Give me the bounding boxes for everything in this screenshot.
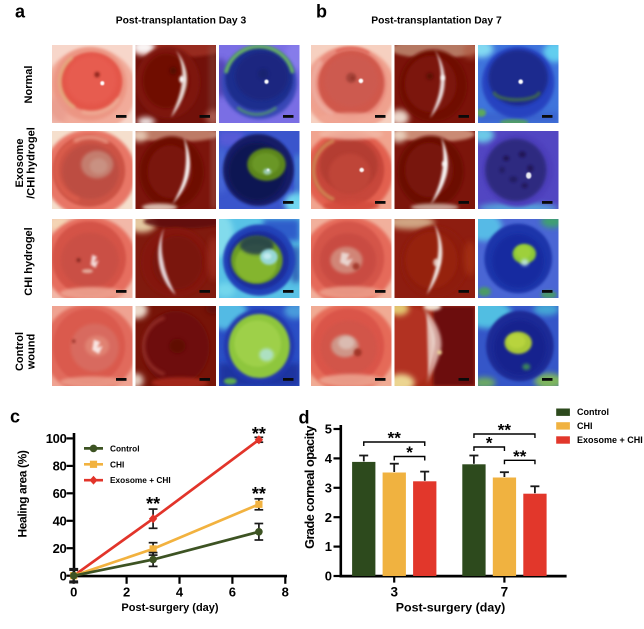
svg-text:3: 3 xyxy=(325,480,332,495)
svg-text:**: ** xyxy=(252,424,266,444)
svg-text:3: 3 xyxy=(390,585,398,600)
svg-text:CHI: CHI xyxy=(110,459,124,469)
svg-text:Healing area (%): Healing area (%) xyxy=(16,450,30,537)
svg-text:1: 1 xyxy=(325,539,332,554)
svg-text:0: 0 xyxy=(60,568,67,583)
svg-text:CHI: CHI xyxy=(577,421,593,431)
svg-text:**: ** xyxy=(146,494,160,514)
svg-text:0: 0 xyxy=(70,585,77,600)
svg-text:CHI hydrogel: CHI hydrogel xyxy=(23,227,35,295)
svg-text:4: 4 xyxy=(325,451,333,466)
svg-text:Control: Control xyxy=(14,332,26,371)
svg-text:a: a xyxy=(15,2,26,22)
svg-text:Control: Control xyxy=(577,407,609,417)
svg-text:*: * xyxy=(486,434,493,453)
svg-text:7: 7 xyxy=(501,585,509,600)
svg-text:**: ** xyxy=(513,447,527,466)
svg-text:40: 40 xyxy=(53,513,67,528)
svg-text:8: 8 xyxy=(282,585,289,600)
svg-text:**: ** xyxy=(388,429,402,448)
svg-text:80: 80 xyxy=(53,459,67,474)
svg-text:Post-surgery (day): Post-surgery (day) xyxy=(396,601,505,615)
svg-text:20: 20 xyxy=(53,541,67,556)
svg-text:Post-surgery (day): Post-surgery (day) xyxy=(121,602,219,614)
svg-text:Exosome: Exosome xyxy=(14,139,26,188)
svg-text:**: ** xyxy=(498,421,512,440)
svg-text:*: * xyxy=(406,443,413,462)
svg-text:**: ** xyxy=(252,484,266,504)
svg-text:Normal: Normal xyxy=(23,66,35,104)
svg-text:Grade corneal opacity: Grade corneal opacity xyxy=(303,426,317,549)
svg-text:/CHI hydrogel: /CHI hydrogel xyxy=(26,127,38,199)
svg-text:6: 6 xyxy=(229,585,236,600)
svg-text:Exosome + CHI: Exosome + CHI xyxy=(110,475,171,485)
svg-text:100: 100 xyxy=(46,431,67,446)
svg-text:60: 60 xyxy=(53,486,67,501)
svg-text:0: 0 xyxy=(325,569,332,584)
svg-text:d: d xyxy=(299,407,310,427)
svg-text:5: 5 xyxy=(325,422,332,437)
svg-text:2: 2 xyxy=(123,585,130,600)
svg-text:c: c xyxy=(10,407,20,427)
svg-text:Post-transplantation Day 7: Post-transplantation Day 7 xyxy=(371,16,502,27)
svg-text:2: 2 xyxy=(325,510,332,525)
svg-text:Post-transplantation Day 3: Post-transplantation Day 3 xyxy=(116,16,247,27)
svg-text:Exosome + CHI: Exosome + CHI xyxy=(577,435,643,445)
svg-text:wound: wound xyxy=(26,334,38,370)
svg-text:Control: Control xyxy=(110,443,140,453)
svg-text:4: 4 xyxy=(176,585,184,600)
svg-text:b: b xyxy=(316,2,327,22)
